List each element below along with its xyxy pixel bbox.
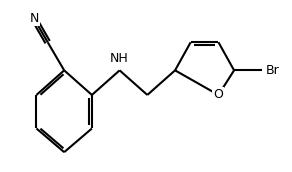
Text: N: N	[29, 12, 39, 25]
Text: NH: NH	[110, 52, 129, 64]
Text: O: O	[213, 88, 223, 101]
Text: Br: Br	[265, 64, 279, 77]
